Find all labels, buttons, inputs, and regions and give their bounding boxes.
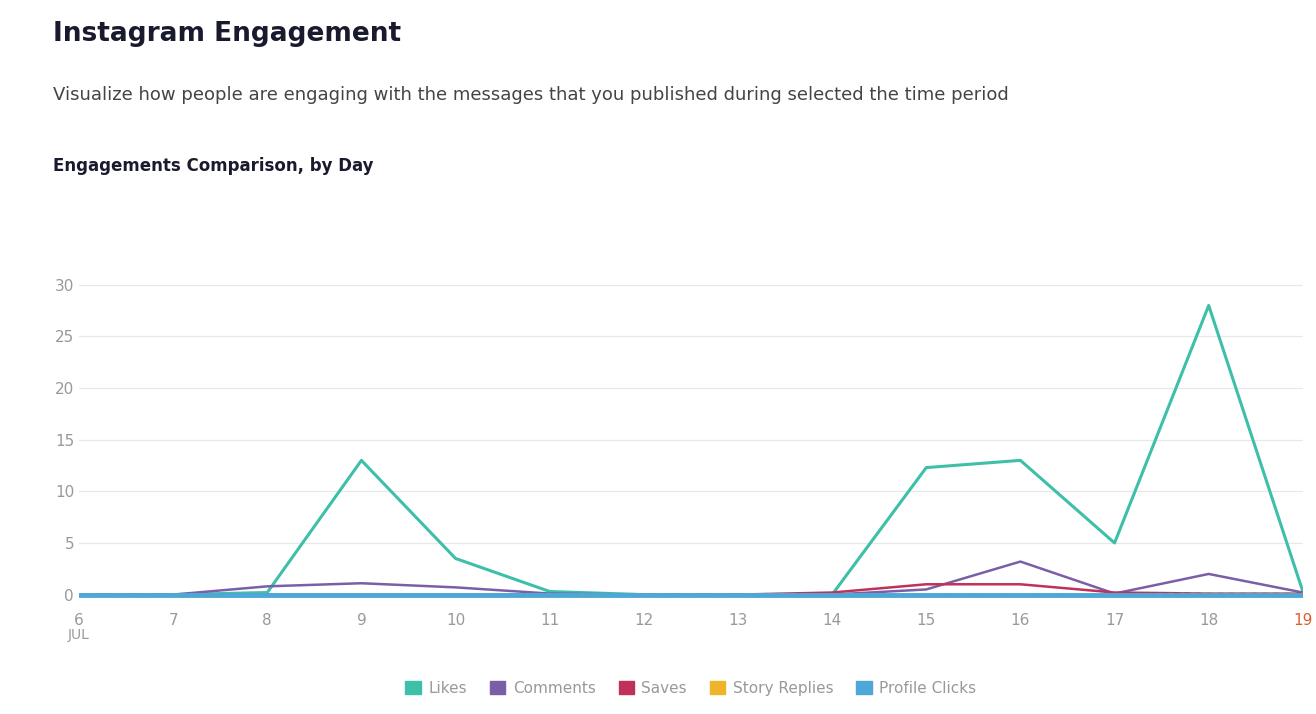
Text: 13: 13 bbox=[728, 613, 747, 628]
Text: Engagements Comparison, by Day: Engagements Comparison, by Day bbox=[53, 157, 374, 175]
Text: 17: 17 bbox=[1105, 613, 1124, 628]
Text: 15: 15 bbox=[917, 613, 936, 628]
Text: 9: 9 bbox=[357, 613, 366, 628]
Text: 8: 8 bbox=[262, 613, 272, 628]
Text: 7: 7 bbox=[168, 613, 178, 628]
Text: 11: 11 bbox=[540, 613, 559, 628]
Text: Visualize how people are engaging with the messages that you published during se: Visualize how people are engaging with t… bbox=[53, 86, 1008, 104]
Text: 18: 18 bbox=[1199, 613, 1219, 628]
Text: 14: 14 bbox=[822, 613, 842, 628]
Text: 6: 6 bbox=[74, 613, 84, 628]
Legend: Likes, Comments, Saves, Story Replies, Profile Clicks: Likes, Comments, Saves, Story Replies, P… bbox=[399, 675, 983, 702]
Text: JUL: JUL bbox=[68, 628, 89, 642]
Text: 19: 19 bbox=[1294, 613, 1312, 628]
Text: 12: 12 bbox=[634, 613, 654, 628]
Text: Instagram Engagement: Instagram Engagement bbox=[53, 21, 401, 47]
Text: 16: 16 bbox=[1011, 613, 1030, 628]
Text: 10: 10 bbox=[446, 613, 465, 628]
